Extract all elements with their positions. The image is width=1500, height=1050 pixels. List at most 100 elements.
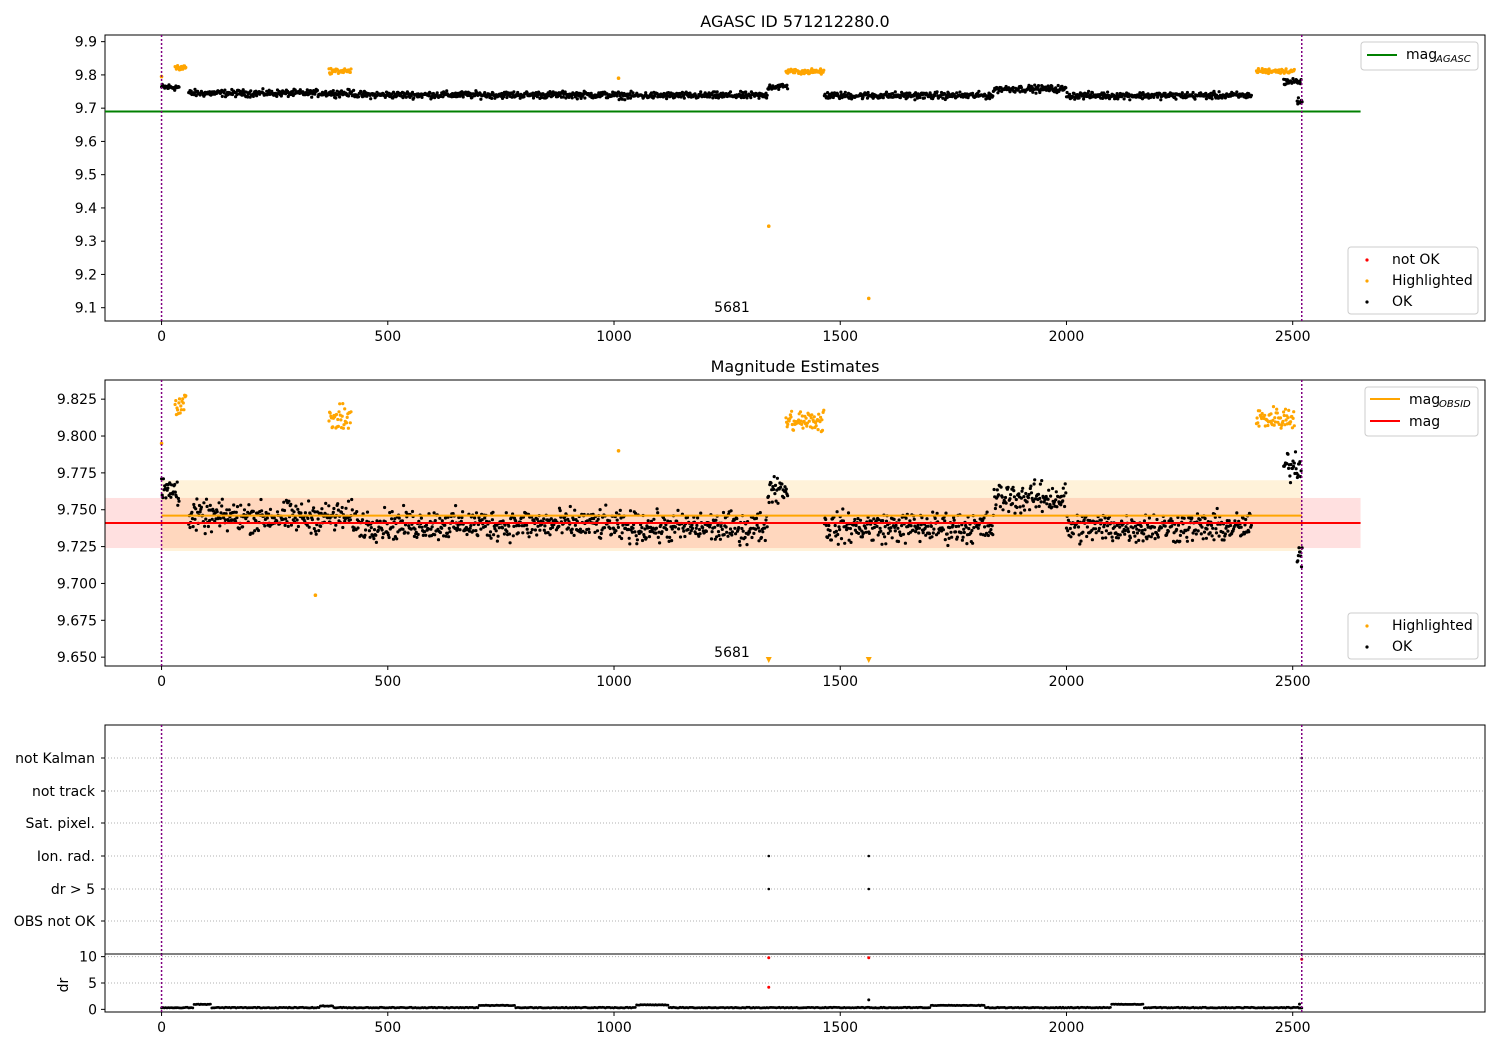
point-2-ok	[223, 518, 228, 522]
point-2-ok	[608, 519, 612, 523]
point-2-ok	[824, 523, 828, 528]
point-2-ok	[1288, 481, 1293, 485]
point-2-ok	[644, 536, 648, 540]
point-2-ok	[918, 539, 922, 544]
point-2-ok	[160, 493, 164, 497]
point-2-ok	[682, 529, 686, 533]
point-2-ok	[775, 476, 780, 480]
point-2-ok	[1212, 538, 1216, 542]
point-2-ok	[374, 540, 378, 545]
point-2-ok	[1143, 528, 1147, 532]
point-2-ok	[1185, 535, 1189, 539]
below-range-marker-0	[765, 657, 772, 663]
chart-2-obsid-label: 5681	[714, 645, 750, 661]
point-2-ok	[773, 483, 778, 487]
point-2-ok	[265, 516, 269, 520]
point-2-ok	[955, 535, 960, 539]
point-2-ok	[194, 507, 198, 511]
x-tick-label-4-2500: 2500	[1275, 1020, 1311, 1036]
point-2-ok	[467, 529, 472, 533]
point-1-ok	[977, 89, 981, 93]
point-2-ok	[433, 533, 437, 537]
point-1-ok	[315, 88, 319, 92]
point-2-ok	[924, 533, 928, 537]
point-2-ok	[1097, 526, 1101, 530]
point-2-ok	[766, 494, 771, 498]
point-2-ok	[533, 528, 538, 532]
point-2-highlighted	[817, 412, 821, 416]
legend-not-ok-label: not OK	[1392, 252, 1440, 268]
point-1-ok	[194, 94, 198, 98]
point-2-ok	[571, 517, 576, 522]
point-2-ok	[517, 524, 521, 528]
point-2-ok	[678, 535, 683, 539]
point-2-ok	[432, 511, 436, 515]
point-2-ok	[312, 527, 316, 531]
point-2-ok	[733, 526, 737, 530]
point-2-ok	[1017, 492, 1021, 496]
point-2-highlighted	[785, 425, 789, 429]
point-2-ok	[208, 503, 212, 507]
point-1-ok	[412, 96, 416, 100]
point-2-ok	[881, 532, 885, 536]
point-2-highlighted	[1282, 413, 1286, 418]
point-2-ok	[1090, 538, 1094, 542]
point-2-ok	[372, 528, 377, 532]
point-2-ok	[771, 485, 775, 489]
point-1-ok	[699, 90, 703, 94]
point-2-ok	[496, 534, 500, 538]
point-2-ok	[1137, 528, 1141, 532]
point-2-ok	[380, 528, 384, 532]
point-2-ok	[596, 517, 600, 521]
point-1-ok	[765, 93, 769, 97]
point-2-ok	[319, 511, 323, 515]
point-2-ok	[1179, 529, 1183, 533]
y-tick-label-2-9.65: 9.650	[57, 650, 97, 666]
point-2-ok	[570, 531, 574, 535]
point-1-ok	[715, 93, 719, 97]
legend-mag-obsid-label: mag	[1409, 392, 1440, 408]
point-2-ok	[206, 524, 210, 529]
point-2-ok	[287, 499, 291, 503]
point-2-ok	[1214, 527, 1218, 531]
point-2-highlighted	[1272, 423, 1276, 427]
point-2-ok	[542, 517, 546, 521]
point-2-ok	[663, 518, 667, 522]
point-2-ok	[931, 531, 935, 535]
point-2-ok	[757, 539, 761, 543]
point-2-ok	[750, 535, 754, 540]
point-1-ok	[540, 95, 544, 100]
point-2-ok	[356, 526, 360, 530]
legend-2-ok-label: OK	[1392, 639, 1413, 655]
point-1-ok	[1090, 91, 1094, 95]
point-2-highlighted	[179, 408, 183, 412]
point-2-ok	[1226, 529, 1230, 533]
point-1-ok	[1082, 97, 1086, 101]
flag-label-4: dr > 5	[51, 882, 95, 898]
point-2-ok	[883, 525, 887, 529]
point-1-ok	[881, 96, 885, 100]
point-2-ok	[655, 507, 659, 511]
point-1-ok	[525, 91, 529, 95]
point-2-ok	[999, 485, 1003, 489]
point-2-highlighted	[786, 422, 790, 426]
point-2-ok	[1028, 486, 1032, 491]
point-2-extra-0	[159, 441, 164, 446]
point-2-highlighted	[790, 409, 794, 413]
point-2-highlighted	[1258, 409, 1262, 413]
point-2-ok	[1132, 530, 1136, 535]
y-tick-label-2-9.8: 9.800	[57, 429, 97, 445]
point-2-ok	[714, 518, 718, 522]
point-2-ok	[1110, 535, 1114, 539]
point-2-ok	[208, 518, 212, 523]
point-2-ok	[415, 535, 419, 540]
point-2-ok	[1123, 529, 1127, 533]
chart-1-status-legend: not OK Highlighted OK	[1347, 246, 1479, 315]
point-2-ok	[319, 524, 323, 529]
point-2-ok	[314, 532, 318, 536]
point-2-ok	[1142, 532, 1146, 536]
point-2-ok	[448, 530, 452, 534]
point-2-ok	[300, 502, 304, 506]
point-1-ok	[1106, 90, 1110, 94]
legend-highlighted-label: Highlighted	[1392, 273, 1473, 289]
